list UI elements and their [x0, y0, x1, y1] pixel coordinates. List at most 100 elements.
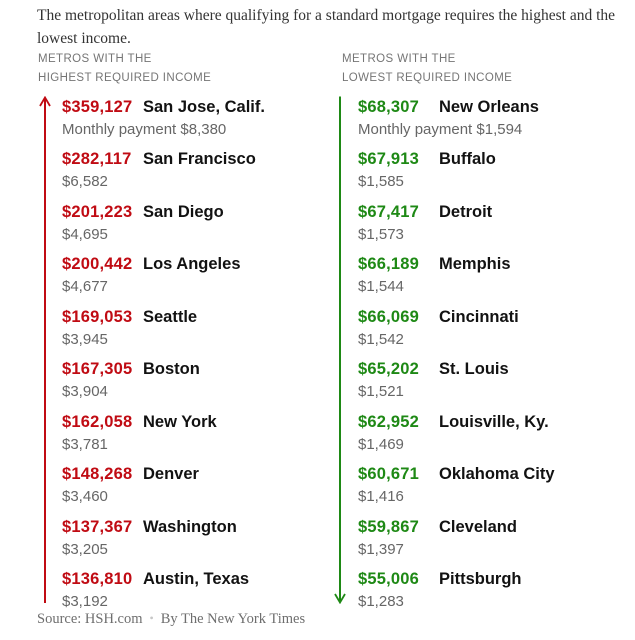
metro-row-main-line: $169,053 Seattle — [62, 307, 265, 327]
required-income-value: $68,307 — [358, 98, 420, 116]
metro-row-main-line: $137,367 Washington — [62, 517, 265, 537]
required-income-value: $62,952 — [358, 412, 420, 431]
required-income-value: $67,913 — [358, 150, 420, 169]
metro-row: $359,127 San Jose, Calif. Monthly payment… — [62, 97, 265, 149]
column-header-line-1: METROS WITH THE — [342, 53, 456, 65]
metro-row-main-line: $65,202 St. Louis — [358, 359, 555, 379]
column-header: METROS WITH THE LOWEST REQUIRED INCOME — [342, 50, 625, 88]
monthly-payment: Monthly payment $1,594 — [358, 121, 523, 138]
monthly-payment: $4,695 — [62, 225, 108, 243]
metro-row-main-line: $136,810 Austin, Texas — [62, 569, 265, 589]
metro-row: $60,671 Oklahoma City $1,416 — [358, 464, 555, 516]
required-income-value: $167,305 — [62, 360, 133, 379]
metro-name: Cleveland — [439, 517, 517, 536]
metro-name: Los Angeles — [143, 255, 241, 274]
monthly-payment: $1,542 — [358, 330, 404, 348]
required-income-value: $66,189 — [358, 255, 420, 274]
metro-name: Oklahoma City — [439, 465, 555, 484]
metro-row-main-line: $66,189 Memphis — [358, 254, 555, 274]
monthly-payment: $1,544 — [358, 278, 404, 296]
metro-name: Memphis — [439, 255, 511, 274]
monthly-payment: $1,469 — [358, 435, 404, 453]
metro-row-main-line: $282,117 San Francisco — [62, 149, 265, 169]
metro-name: Detroit — [439, 202, 493, 221]
monthly-payment: $3,904 — [62, 383, 108, 401]
up-arrow-icon — [39, 96, 51, 603]
metro-row-main-line: $162,058 New York — [62, 412, 265, 432]
monthly-payment: $1,573 — [358, 225, 404, 243]
metro-name: Cincinnati — [439, 307, 519, 326]
source-label: Source: HSH.com — [37, 611, 143, 627]
required-income-value: $59,867 — [358, 517, 420, 536]
monthly-payment: $3,781 — [62, 435, 108, 453]
metro-name: San Jose, Calif. — [143, 98, 265, 116]
metro-row: $68,307 New Orleans Monthly payment $1,59… — [358, 97, 555, 149]
down-arrow-icon — [334, 96, 346, 604]
metro-row: $66,189 Memphis $1,544 — [358, 254, 555, 306]
metro-row: $136,810 Austin, Texas $3,192 — [62, 569, 265, 621]
required-income-value: $60,671 — [358, 465, 420, 484]
metro-name: Buffalo — [439, 150, 496, 169]
metro-name: New York — [143, 412, 217, 431]
required-income-value: $282,117 — [62, 150, 132, 169]
monthly-payment: $3,192 — [62, 592, 108, 610]
required-income-value: $200,442 — [62, 255, 133, 274]
monthly-payment: $1,397 — [358, 540, 404, 558]
required-income-value: $162,058 — [62, 412, 133, 431]
metro-row: $169,053 Seattle $3,945 — [62, 307, 265, 359]
metro-list: $359,127 San Jose, Calif. Monthly payment… — [62, 97, 265, 621]
metro-row: $67,417 Detroit $1,573 — [358, 202, 555, 254]
chart-footer: Source: HSH.com • By The New York Times — [37, 611, 305, 628]
metro-row: $201,223 San Diego $4,695 — [62, 202, 265, 254]
metro-row: $67,913 Buffalo $1,585 — [358, 149, 555, 201]
metro-row-main-line: $55,006 Pittsburgh — [358, 569, 555, 589]
required-income-value: $65,202 — [358, 360, 420, 379]
monthly-payment: $1,585 — [358, 173, 404, 191]
metro-name: San Francisco — [143, 150, 256, 169]
metro-name: New Orleans — [439, 98, 539, 116]
metro-name: Denver — [143, 465, 199, 484]
metro-row-main-line: $62,952 Louisville, Ky. — [358, 412, 555, 432]
monthly-payment: $6,582 — [62, 173, 108, 191]
metro-row-main-line: $59,867 Cleveland — [358, 517, 555, 537]
column-header-line-2: LOWEST REQUIRED INCOME — [342, 72, 513, 84]
metro-row-main-line: $68,307 New Orleans — [358, 97, 555, 117]
required-income-value: $67,417 — [358, 202, 420, 221]
metro-row: $148,268 Denver $3,460 — [62, 464, 265, 516]
required-income-value: $169,053 — [62, 307, 133, 326]
metro-row: $162,058 New York $3,781 — [62, 412, 265, 464]
column-lowest-income: METROS WITH THE LOWEST REQUIRED INCOME $… — [334, 50, 625, 615]
metro-row-main-line: $60,671 Oklahoma City — [358, 464, 555, 484]
metro-name: St. Louis — [439, 360, 509, 379]
metro-row: $167,305 Boston $3,904 — [62, 359, 265, 411]
metro-row: $65,202 St. Louis $1,521 — [358, 359, 555, 411]
metro-row-main-line: $359,127 San Jose, Calif. — [62, 97, 265, 117]
monthly-payment: $4,677 — [62, 278, 108, 296]
monthly-payment: $1,416 — [358, 488, 404, 506]
required-income-value: $55,006 — [358, 569, 420, 588]
metro-row-main-line: $66,069 Cincinnati — [358, 307, 555, 327]
byline: By The New York Times — [160, 611, 306, 627]
chart-title: The metropolitan areas where qualifying … — [37, 7, 616, 47]
monthly-payment: $3,945 — [62, 330, 108, 348]
metro-name: San Diego — [143, 202, 224, 221]
metro-list: $68,307 New Orleans Monthly payment $1,59… — [358, 97, 555, 621]
metro-row: $282,117 San Francisco $6,582 — [62, 149, 265, 201]
metro-name: Boston — [143, 360, 200, 379]
monthly-payment: $3,460 — [62, 488, 108, 506]
required-income-value: $137,367 — [62, 517, 133, 536]
metro-row-main-line: $201,223 San Diego — [62, 202, 265, 222]
metro-name: Washington — [143, 517, 237, 536]
required-income-value: $359,127 — [62, 98, 133, 116]
required-income-value: $136,810 — [62, 569, 133, 588]
metro-row-main-line: $167,305 Boston — [62, 359, 265, 379]
required-income-value: $201,223 — [62, 202, 133, 221]
required-income-value: $66,069 — [358, 307, 420, 326]
separator-dot-icon: • — [149, 611, 154, 625]
metro-row: $55,006 Pittsburgh $1,283 — [358, 569, 555, 621]
metro-name: Austin, Texas — [143, 569, 250, 588]
metro-row: $62,952 Louisville, Ky. $1,469 — [358, 412, 555, 464]
column-header: METROS WITH THE HIGHEST REQUIRED INCOME — [38, 50, 322, 88]
monthly-payment: $1,521 — [358, 383, 404, 401]
